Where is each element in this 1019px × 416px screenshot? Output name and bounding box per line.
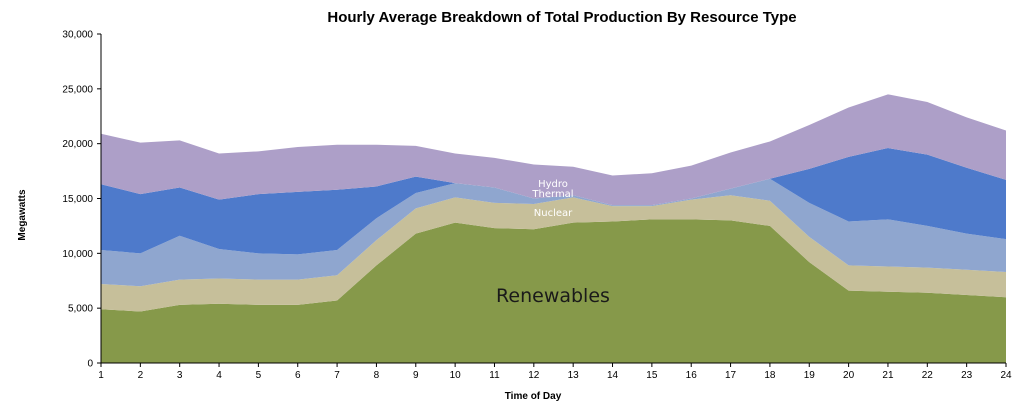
x-tick-label: 5 [256, 370, 262, 381]
x-ticks-group: 1 2 3 4 5 6 7 8 9 10 11 12 13 14 15 16 17 18 19 20 21 22 23 24 [98, 363, 1012, 381]
x-tick-label: 12 [528, 370, 540, 381]
x-tick-label: 14 [607, 370, 619, 381]
x-tick-label: 19 [804, 370, 816, 381]
x-tick-label: 8 [374, 370, 380, 381]
x-tick-label: 15 [646, 370, 658, 381]
chart-title: Hourly Average Breakdown of Total Produc… [327, 9, 796, 26]
y-ticks-group: 0 5,000 10,000 15,000 20,000 25,000 30,000 [62, 30, 101, 370]
x-tick-label: 7 [334, 370, 340, 381]
x-tick-label: 24 [1000, 370, 1012, 381]
x-tick-label: 23 [961, 370, 973, 381]
x-tick-label: 9 [413, 370, 419, 381]
y-tick-label: 20,000 [62, 139, 93, 150]
area-nuclear [101, 195, 1006, 312]
renewables-annotation: Renewables [496, 285, 610, 307]
nuclear-annotation: Nuclear [534, 208, 573, 219]
x-tick-label: 13 [568, 370, 580, 381]
x-tick-label: 6 [295, 370, 301, 381]
y-tick-label: 10,000 [62, 249, 93, 260]
x-tick-label: 2 [138, 370, 144, 381]
y-axis-title: Megawatts [17, 189, 28, 241]
y-tick-label: 5,000 [68, 304, 93, 315]
x-tick-label: 21 [882, 370, 894, 381]
x-tick-label: 11 [489, 370, 500, 381]
area-series-group [101, 94, 1006, 363]
hydro-annotation: Hydro [538, 179, 568, 190]
x-tick-label: 3 [177, 370, 183, 381]
x-tick-label: 1 [98, 370, 104, 381]
area-hydro [101, 148, 1006, 255]
x-tick-label: 10 [450, 370, 462, 381]
thermal-annotation: Thermal [531, 189, 573, 200]
y-tick-label: 25,000 [62, 84, 93, 95]
x-tick-label: 22 [922, 370, 934, 381]
y-tick-label: 15,000 [62, 194, 93, 205]
x-axis-title: Time of Day [505, 391, 562, 402]
area-renewables [101, 219, 1006, 363]
x-tick-label: 16 [686, 370, 698, 381]
y-tick-label: 0 [87, 359, 93, 370]
area-imports [101, 94, 1006, 206]
area-thermal [101, 178, 1006, 287]
x-tick-label: 4 [216, 370, 222, 381]
x-tick-label: 18 [764, 370, 776, 381]
x-tick-label: 20 [843, 370, 855, 381]
x-tick-label: 17 [725, 370, 737, 381]
y-tick-label: 30,000 [62, 30, 93, 41]
